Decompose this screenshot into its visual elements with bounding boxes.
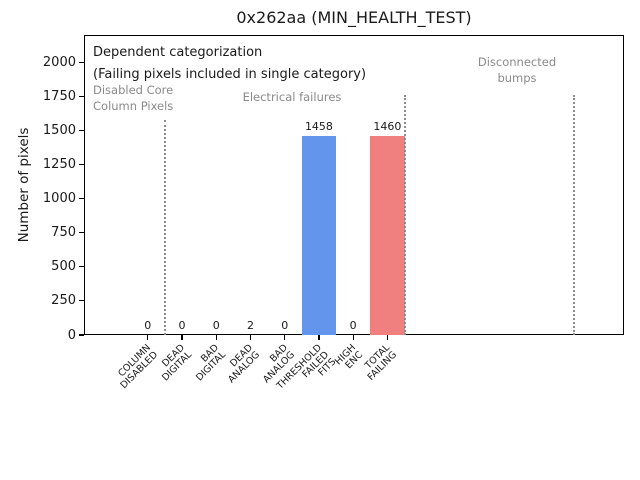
x-tick-mark — [318, 335, 320, 340]
y-tick-label: 500 — [51, 259, 76, 275]
bar-value-label: 1460 — [373, 119, 402, 133]
category-divider-line — [403, 95, 406, 335]
chart-title: 0x262aa (MIN_HEALTH_TEST) — [236, 8, 472, 27]
y-tick-label: 2000 — [42, 54, 76, 70]
section-label: Disabled Core Column Pixels — [93, 83, 174, 113]
y-tick-label: 750 — [51, 225, 76, 241]
y-tick-mark — [79, 163, 84, 166]
section-label: Disconnected bumps — [477, 55, 557, 85]
y-tick-label: 250 — [51, 293, 76, 309]
y-tick-mark — [79, 61, 84, 63]
bar-value-label: 0 — [144, 319, 152, 332]
x-tick-mark — [215, 335, 217, 340]
y-tick-mark — [79, 198, 84, 200]
y-tick-label: 1250 — [42, 157, 76, 173]
y-tick-label: 1750 — [42, 88, 76, 104]
y-tick-mark — [79, 266, 84, 268]
y-tick-label: 1000 — [42, 191, 76, 207]
x-tick-mark — [352, 335, 354, 340]
y-tick-label: 0 — [67, 327, 76, 343]
category-divider-line — [163, 120, 166, 335]
y-tick-mark — [79, 300, 84, 302]
y-tick-label: 1500 — [42, 122, 76, 138]
bar-value-label: 1458 — [304, 120, 333, 134]
annotation-note: Dependent categorization — [93, 45, 263, 60]
x-tick-mark — [284, 335, 286, 340]
y-tick-mark — [79, 232, 84, 234]
bar-value-label: 0 — [349, 319, 357, 332]
plot-area — [84, 35, 624, 335]
bar-value-label: 0 — [178, 319, 186, 332]
x-tick-mark — [181, 335, 183, 340]
category-divider-line — [572, 95, 575, 335]
section-label: Electrical failures — [242, 90, 342, 104]
bar-value-label: 0 — [281, 319, 289, 332]
y-tick-mark — [79, 95, 84, 97]
y-tick-mark — [79, 334, 84, 336]
x-tick-mark — [249, 335, 252, 340]
x-tick-mark — [386, 335, 388, 340]
y-tick-mark — [79, 129, 84, 132]
bar — [370, 135, 405, 335]
x-tick-mark — [147, 335, 149, 340]
bar-value-label: 0 — [212, 319, 220, 332]
annotation-note: (Failing pixels included in single categ… — [93, 67, 367, 82]
bar-value-label: 2 — [246, 318, 254, 332]
bar — [301, 136, 337, 335]
